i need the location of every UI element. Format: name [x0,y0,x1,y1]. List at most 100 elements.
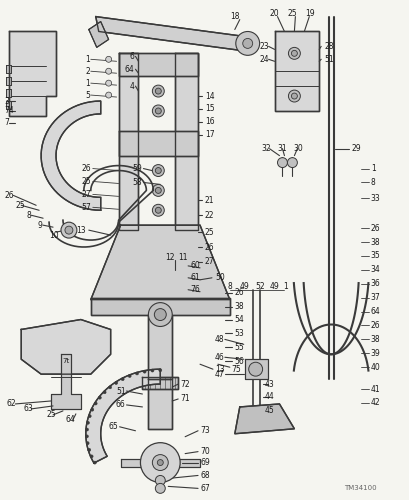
Text: 1: 1 [85,55,90,64]
Text: 8: 8 [370,178,375,187]
Text: 54: 54 [234,315,244,324]
Circle shape [106,80,111,86]
Text: 26: 26 [370,224,380,232]
Circle shape [291,50,297,56]
Circle shape [148,302,172,326]
Text: 40: 40 [370,362,380,372]
Text: 64: 64 [124,64,134,74]
Text: 72: 72 [180,380,189,388]
Circle shape [288,48,300,60]
Polygon shape [175,54,198,230]
Text: 9: 9 [37,220,42,230]
Text: 8: 8 [227,282,232,291]
Text: 65: 65 [108,422,118,432]
Text: 36: 36 [370,280,380,288]
Circle shape [152,204,164,216]
Text: 28: 28 [324,42,333,51]
Circle shape [108,386,111,389]
Text: 32: 32 [261,144,271,153]
Text: 4: 4 [129,82,134,90]
Text: 42: 42 [370,398,380,407]
Text: 71: 71 [180,394,189,404]
Polygon shape [7,66,11,73]
Text: 2: 2 [85,66,90,76]
Polygon shape [9,32,56,116]
Circle shape [135,372,138,375]
Text: 25: 25 [81,177,90,186]
Text: 44: 44 [264,392,274,402]
Circle shape [90,455,93,458]
Polygon shape [274,32,319,111]
Text: 38: 38 [370,335,380,344]
Text: 27: 27 [204,258,214,266]
Text: 1: 1 [283,282,288,291]
Polygon shape [51,354,81,409]
Circle shape [61,222,76,238]
Circle shape [152,184,164,196]
Circle shape [115,382,117,384]
Circle shape [291,93,297,99]
Polygon shape [148,379,172,429]
Text: 8: 8 [26,210,31,220]
Text: 16: 16 [204,118,214,126]
Text: 51: 51 [324,55,333,64]
Text: 34: 34 [370,266,380,274]
Circle shape [121,378,124,380]
Text: 3: 3 [4,96,9,106]
Text: 30: 30 [293,144,302,153]
Text: 26: 26 [234,288,244,297]
Circle shape [242,38,252,48]
Text: 19: 19 [305,9,314,18]
Circle shape [143,370,146,373]
Text: 53: 53 [234,329,244,338]
Circle shape [155,476,165,486]
Text: 12: 12 [165,254,174,262]
Circle shape [155,208,161,214]
Circle shape [158,368,162,372]
Polygon shape [7,101,11,109]
Circle shape [248,362,262,376]
Circle shape [140,442,180,482]
Text: 43: 43 [264,380,274,388]
Polygon shape [234,404,294,434]
Text: 13: 13 [214,364,224,374]
Circle shape [155,188,161,194]
Circle shape [86,422,89,424]
Text: 11: 11 [178,254,187,262]
Text: 38: 38 [370,238,380,246]
Text: 17: 17 [204,130,214,140]
Text: 25: 25 [46,410,56,420]
Circle shape [88,414,91,418]
Circle shape [152,164,164,176]
Text: 50: 50 [214,274,224,282]
Circle shape [235,32,259,56]
Polygon shape [90,225,229,300]
Polygon shape [7,89,11,97]
Text: 56: 56 [234,356,244,366]
Text: 13: 13 [76,226,85,234]
Circle shape [93,461,96,464]
Text: 63: 63 [23,404,33,413]
Circle shape [277,158,287,168]
Text: 55: 55 [234,343,244,352]
Circle shape [90,408,94,411]
Text: 15: 15 [204,104,214,114]
Polygon shape [118,54,138,230]
Circle shape [103,391,106,394]
Text: 25: 25 [287,9,297,18]
Text: 10: 10 [49,230,58,239]
Text: 6: 6 [129,52,134,61]
Polygon shape [120,458,200,466]
Circle shape [154,308,166,320]
Circle shape [155,88,161,94]
Text: 18: 18 [229,12,239,21]
Polygon shape [7,77,11,85]
Text: 60: 60 [190,262,199,270]
Circle shape [155,168,161,173]
Circle shape [106,68,111,74]
Polygon shape [244,360,267,379]
Circle shape [152,85,164,97]
Text: 49: 49 [269,282,279,291]
Text: 5: 5 [85,90,90,100]
Text: 66: 66 [115,400,125,409]
